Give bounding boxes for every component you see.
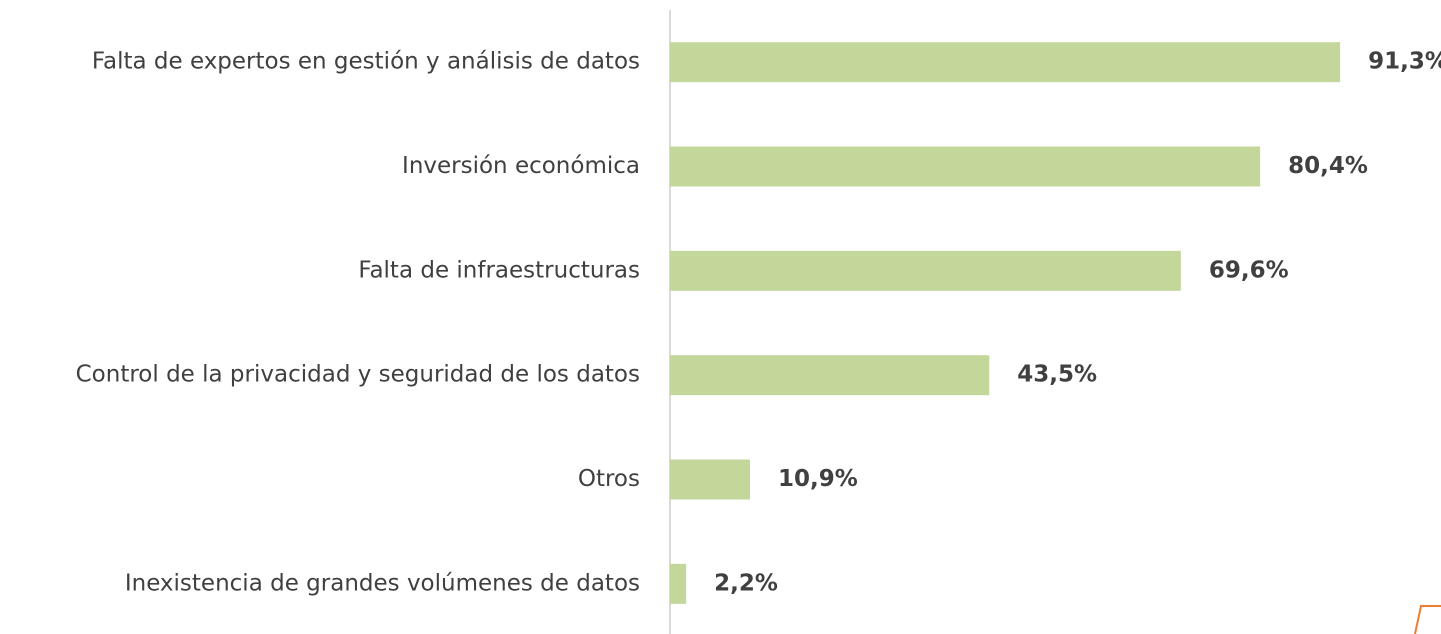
y-tick-label: Control de la privacidad y seguridad de … xyxy=(76,362,640,388)
y-tick-label: Falta de infraestructuras xyxy=(358,257,640,283)
bar xyxy=(670,42,1341,83)
data-label: 2,2% xyxy=(714,570,778,596)
data-label: 43,5% xyxy=(1017,362,1097,388)
decoration xyxy=(1414,605,1441,634)
data-label: 69,6% xyxy=(1209,257,1289,283)
y-tick-label: Inexistencia de grandes volúmenes de dat… xyxy=(125,570,640,596)
data-label: 91,3% xyxy=(1368,49,1441,75)
bar xyxy=(670,146,1261,187)
bar xyxy=(670,563,687,604)
y-tick-label: Otros xyxy=(578,466,640,492)
y-tick-label: Falta de expertos en gestión y análisis … xyxy=(92,49,640,75)
data-label: 10,9% xyxy=(778,466,858,492)
bar xyxy=(670,355,990,396)
bar xyxy=(670,250,1181,291)
y-tick-label: Inversión económica xyxy=(402,153,640,179)
data-label: 80,4% xyxy=(1288,153,1368,179)
bar xyxy=(670,459,751,500)
